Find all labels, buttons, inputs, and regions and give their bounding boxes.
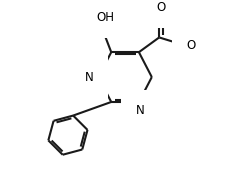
Text: O: O	[186, 39, 195, 52]
Text: OH: OH	[97, 11, 115, 24]
Text: N: N	[85, 71, 94, 84]
Text: O: O	[156, 1, 166, 14]
Text: N: N	[136, 104, 144, 117]
